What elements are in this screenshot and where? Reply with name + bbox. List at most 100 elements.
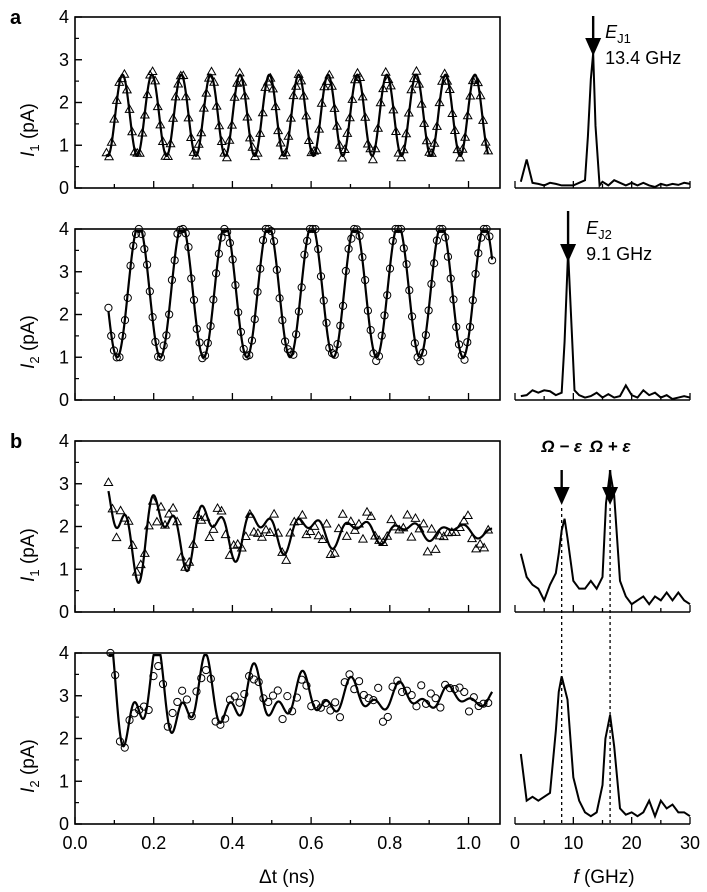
data-point-circle <box>457 351 466 360</box>
data-point-triangle <box>402 509 413 519</box>
data-point-triangle <box>353 518 364 528</box>
data-point-triangle <box>452 144 463 154</box>
data-point-triangle <box>390 521 401 531</box>
data-point-circle <box>250 315 259 324</box>
data-point-circle <box>126 261 135 270</box>
data-point-triangle <box>203 72 215 82</box>
data-point-circle <box>192 687 201 696</box>
data-point-circle <box>446 274 455 283</box>
data-point-circle <box>151 337 160 346</box>
data-point-circle <box>297 283 306 292</box>
data-point-circle <box>217 233 226 242</box>
data-point-triangle <box>426 147 437 157</box>
data-point-triangle <box>137 127 148 137</box>
data-point-triangle <box>352 67 363 77</box>
data-point-triangle <box>390 126 402 135</box>
data-point-circle <box>269 237 279 246</box>
data-point-triangle <box>367 154 378 164</box>
data-point-triangle <box>362 138 373 148</box>
data-point-circle <box>460 687 469 697</box>
data-point-triangle <box>168 502 179 512</box>
data-point-triangle <box>269 508 280 518</box>
panel-label-a: a <box>10 7 22 29</box>
arrow-omega-minus-head <box>553 487 570 505</box>
data-point-circle <box>203 338 212 348</box>
spectrum-line <box>519 676 691 820</box>
data-point-triangle <box>303 135 314 145</box>
data-point-triangle <box>471 543 482 553</box>
data-point-triangle <box>285 112 296 122</box>
data-point-triangle <box>123 515 134 525</box>
data-point-triangle <box>204 532 215 541</box>
data-point-triangle <box>472 77 484 87</box>
data-point-circle <box>378 717 388 726</box>
data-point-triangle <box>288 90 299 100</box>
data-point-triangle <box>342 128 353 137</box>
data-point-circle <box>394 224 403 234</box>
arrow-ej2-head <box>560 244 577 262</box>
data-point-triangle <box>232 538 243 548</box>
data-point-triangle <box>216 505 227 515</box>
data-point-circle <box>374 683 383 692</box>
data-point-triangle <box>115 505 126 515</box>
data-point-triangle <box>457 143 468 153</box>
data-point-triangle <box>483 524 494 534</box>
data-point-circle <box>131 229 141 239</box>
data-point-circle <box>479 224 488 234</box>
y-tick-label: 0 <box>59 390 69 410</box>
data-point-circle <box>253 287 262 296</box>
data-point-circle <box>399 244 408 253</box>
data-point-circle <box>273 686 282 695</box>
y-tick-label: 1 <box>59 347 69 367</box>
data-point-triangle <box>345 516 356 526</box>
data-point-circle <box>424 306 433 315</box>
data-point-triangle <box>326 80 337 90</box>
data-point-circle <box>283 345 292 354</box>
data-point-circle <box>165 310 174 319</box>
data-point-triangle <box>280 147 291 157</box>
data-point-triangle <box>454 152 466 162</box>
left-axes-frame <box>74 440 501 613</box>
data-point-circle <box>366 325 375 335</box>
data-point-circle <box>455 683 464 692</box>
data-point-triangle <box>165 138 176 148</box>
data-point-circle <box>484 698 493 708</box>
data-point-triangle <box>408 73 419 83</box>
data-point-circle <box>308 224 317 234</box>
data-point-circle <box>407 312 417 321</box>
data-point-triangle <box>394 524 405 534</box>
data-point-circle <box>354 677 364 686</box>
data-point-circle <box>247 336 257 345</box>
data-point-triangle <box>209 76 220 86</box>
data-point-circle <box>350 224 359 234</box>
data-point-circle <box>281 337 290 346</box>
y-tick-label: 2 <box>59 729 69 749</box>
data-point-triangle <box>357 533 369 543</box>
data-point-triangle <box>383 74 394 84</box>
data-point-circle <box>254 677 263 687</box>
data-point-circle <box>383 291 392 300</box>
data-point-triangle <box>163 508 175 518</box>
y-tick-label: 4 <box>59 7 69 27</box>
data-point-triangle <box>401 128 412 138</box>
x-label-left: Δt (ns) <box>259 867 315 888</box>
data-point-triangle <box>411 65 422 75</box>
data-point-triangle <box>239 90 250 100</box>
data-point-triangle <box>281 554 292 564</box>
data-point-circle <box>167 275 177 285</box>
data-point-circle <box>358 253 367 262</box>
data-point-triangle <box>244 508 255 518</box>
data-point-circle <box>417 681 426 690</box>
y-tick-label: 0 <box>59 178 69 198</box>
data-point-circle <box>405 286 414 295</box>
data-point-triangle <box>355 72 366 81</box>
data-point-circle <box>228 255 237 264</box>
data-point-triangle <box>107 503 118 513</box>
data-point-triangle <box>406 531 417 541</box>
data-point-triangle <box>382 530 393 540</box>
data-point-triangle <box>398 522 409 532</box>
data-point-triangle <box>224 134 235 144</box>
data-point-circle <box>149 672 158 681</box>
data-point-triangle <box>216 136 227 145</box>
data-point-triangle <box>134 147 145 157</box>
